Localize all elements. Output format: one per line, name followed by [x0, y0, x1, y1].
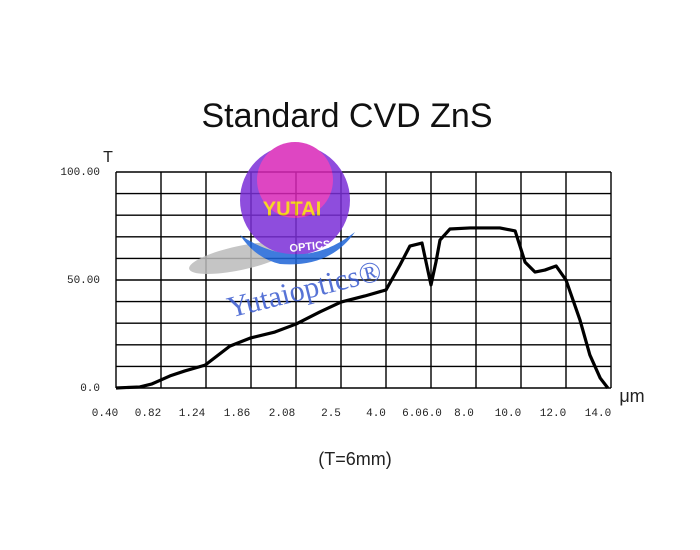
x-tick-label: 2.5 — [321, 408, 341, 420]
line — [115, 226, 610, 390]
y-axis-label: T — [103, 149, 113, 166]
annotation: (T=6mm) — [318, 449, 392, 469]
x-tick-label: 2.08 — [269, 408, 295, 420]
x-tick-label: 1.86 — [224, 408, 250, 420]
x-axis-label: μm — [619, 386, 644, 406]
logo-text: OPTICS — [289, 239, 331, 255]
x-tick-label: 10.0 — [495, 408, 521, 420]
y-tick-label: 50.00 — [67, 275, 100, 287]
y-tick-label: 0.0 — [80, 383, 100, 395]
x-tick-label: 6.0 — [402, 408, 422, 420]
chart-title: Standard CVD ZnS — [201, 97, 492, 135]
x-tick-label: 0.40 — [92, 408, 118, 420]
x-tick-label: 8.0 — [454, 408, 474, 420]
x-tick-label: 14.0 — [585, 408, 611, 420]
logo-text: YUTAI — [263, 198, 322, 220]
x-tick-label: 6.0 — [422, 408, 442, 420]
x-tick-label: 0.82 — [135, 408, 161, 420]
logo-inner — [257, 142, 333, 218]
x-tick-label: 4.0 — [366, 408, 386, 420]
x-tick-label: 12.0 — [540, 408, 566, 420]
logo-band — [240, 232, 355, 265]
x-tick-label: 1.24 — [179, 408, 206, 420]
logo: YUTAI OPTICS — [189, 142, 355, 274]
y-tick-label: 100.00 — [60, 167, 100, 179]
